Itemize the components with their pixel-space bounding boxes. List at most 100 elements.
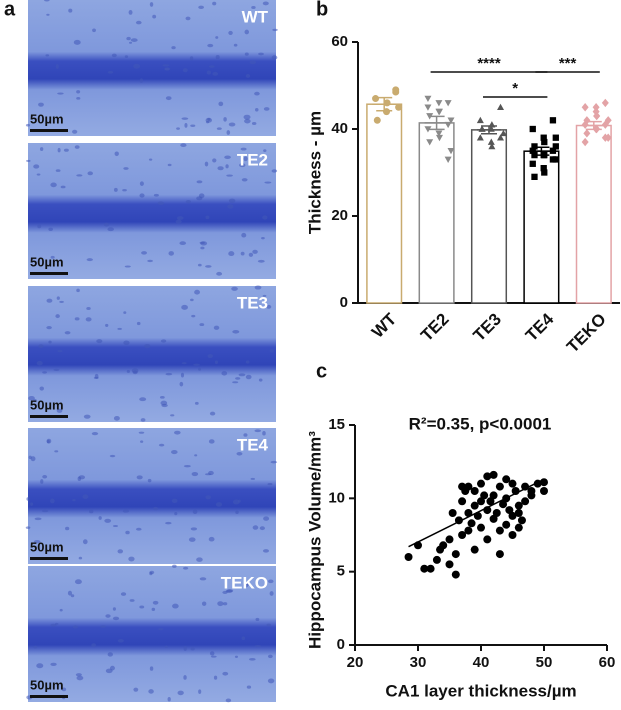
point [495,482,504,491]
point [426,113,434,120]
point [601,120,609,129]
cell [57,350,63,353]
point [488,121,496,128]
point [451,570,460,579]
cell [44,0,50,2]
cell [269,591,274,596]
micrograph-label: TE3 [237,293,268,312]
scale-bar [30,557,68,560]
cell [241,232,247,238]
cell [201,601,207,606]
point [505,506,514,515]
point [489,470,498,479]
cell [76,96,81,100]
cell [204,161,209,167]
point [426,564,435,573]
cell [131,368,139,374]
cell [165,521,172,525]
point [540,134,547,141]
scale-bar [30,695,68,698]
cell [228,30,233,35]
cell [94,373,99,379]
point [444,121,452,129]
cell [89,509,94,514]
point [435,130,443,137]
point [432,555,441,564]
cell [55,314,60,319]
cell [130,38,138,42]
cell [167,696,171,702]
point [549,156,557,163]
cell [111,53,117,58]
cell [269,349,274,353]
cell [107,227,114,232]
cell [228,198,236,203]
cell [246,685,252,689]
cell [133,63,141,69]
cell [67,590,73,596]
cell [55,64,59,69]
cell [140,418,146,422]
micrograph-label: TE4 [237,435,269,454]
cell [224,155,231,159]
point [420,564,429,573]
point [581,137,589,147]
cell [30,456,36,462]
cell [232,381,239,384]
cell [258,378,263,382]
cell [175,219,182,224]
error-bar [581,120,606,131]
cell [174,430,181,435]
cell [194,401,199,405]
cell [126,370,130,373]
micrograph-label: TEKO [221,573,268,592]
cell [40,479,44,484]
point [447,147,455,155]
cell [245,74,251,78]
cell [245,374,252,380]
cell [205,215,210,220]
cell [254,285,262,290]
cell [243,114,251,120]
panel-label: b [316,0,328,20]
point [487,125,495,132]
point [373,116,381,124]
cell [192,509,198,515]
x-tick-label: 30 [410,654,427,671]
cell [74,579,82,585]
cell [189,56,194,61]
cell [149,666,154,671]
point [499,500,508,509]
cell [147,478,152,483]
cell [157,201,165,206]
cell [205,495,212,500]
micrograph [28,0,276,136]
cell [139,193,145,198]
cell [257,259,265,263]
x-tick-label: TE3 [470,310,505,345]
cell [221,371,228,376]
cell [172,603,179,609]
cell [255,617,260,621]
cell [241,178,248,182]
point [464,482,473,491]
cell [139,181,144,186]
point [470,545,479,554]
cell [38,344,44,349]
cell [226,174,233,177]
cell [91,432,99,436]
point [486,497,495,506]
cell [117,549,124,554]
bar [575,124,612,304]
cell [113,524,118,527]
cell [225,164,229,169]
cell [36,663,44,669]
point [478,125,486,132]
cell [181,362,187,365]
point [527,487,536,495]
cell [59,608,63,612]
cell [180,143,187,148]
point [447,117,455,124]
cell [212,1,217,6]
cell [205,117,212,123]
